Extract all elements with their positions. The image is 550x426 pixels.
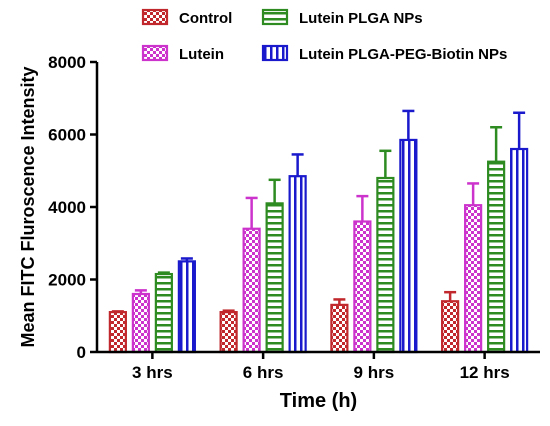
error-bar-lutein-plga-nps-12-hrs: [490, 126, 503, 162]
bar-lutein-12-hrs: [464, 204, 483, 354]
legend-item-lutein-plga-nps: Lutein PLGA NPs: [261, 8, 423, 27]
error-bar-lutein-plga-nps-3-hrs: [157, 271, 170, 275]
legend-swatch: [261, 8, 289, 26]
bar-lutein-3-hrs: [131, 292, 150, 354]
bar-lutein-plga-peg-biotin-nps-9-hrs: [399, 138, 418, 354]
error-bar-lutein-9-hrs: [356, 194, 369, 222]
legend-item-control: Control: [141, 8, 232, 27]
bar-lutein-plga-peg-biotin-nps-12-hrs: [510, 147, 529, 354]
x-tick-label: 12 hrs: [460, 363, 510, 382]
plot-area: [108, 109, 529, 354]
bar-control-3-hrs: [108, 311, 127, 354]
bar-lutein-plga-nps-12-hrs: [487, 160, 506, 354]
bar-lutein-plga-nps-6-hrs: [265, 202, 284, 354]
error-bar-lutein-plga-peg-biotin-nps-12-hrs: [513, 111, 526, 149]
y-tick-label: 0: [77, 343, 86, 362]
error-bar-control-3-hrs: [111, 310, 124, 313]
error-bar-control-9-hrs: [333, 298, 346, 305]
bar-lutein-plga-nps-3-hrs: [154, 272, 173, 354]
x-tick-label: 3 hrs: [132, 363, 173, 382]
legend-item-lutein-plga-peg-biotin-nps: Lutein PLGA-PEG-Biotin NPs: [261, 44, 507, 63]
legend-label: Control: [179, 10, 232, 27]
bar-lutein-plga-peg-biotin-nps-3-hrs: [177, 260, 196, 354]
x-tick-label: 9 hrs: [354, 363, 395, 382]
bar-lutein-plga-peg-biotin-nps-6-hrs: [288, 175, 307, 354]
bar-control-6-hrs: [219, 311, 238, 354]
y-axis: 0 2000 4000 6000 8000: [48, 53, 99, 362]
x-axis: 3 hrs 6 hrs 9 hrs 12 hrs: [97, 350, 540, 382]
legend-swatch: [141, 44, 169, 62]
error-bar-control-12-hrs: [444, 290, 457, 302]
legend-swatch: [261, 44, 289, 62]
legend-label: Lutein PLGA NPs: [299, 10, 423, 27]
error-bar-lutein-plga-peg-biotin-nps-6-hrs: [291, 153, 304, 177]
y-tick-label: 6000: [48, 126, 86, 145]
error-bar-lutein-3-hrs: [134, 289, 147, 294]
legend-item-lutein: Lutein: [141, 44, 224, 63]
x-axis-title: Time (h): [280, 390, 357, 412]
error-bar-lutein-12-hrs: [467, 182, 480, 206]
bar-lutein-plga-nps-9-hrs: [376, 176, 395, 354]
bar-control-12-hrs: [441, 300, 460, 354]
error-bar-lutein-plga-peg-biotin-nps-3-hrs: [180, 257, 193, 262]
legend: Control Lutein Lutein PLGA NPs Lutein PLGA-…: [141, 8, 507, 63]
y-tick-label: 4000: [48, 198, 86, 217]
bar-control-9-hrs: [330, 303, 349, 354]
y-axis-title: Mean FITC Fluroscence Intensity: [18, 66, 38, 347]
error-bar-lutein-plga-nps-6-hrs: [268, 178, 281, 204]
y-tick-label: 8000: [48, 53, 86, 72]
error-bar-lutein-plga-nps-9-hrs: [379, 149, 392, 178]
legend-label: Lutein: [179, 46, 224, 63]
error-bar-lutein-6-hrs: [245, 196, 258, 229]
error-bar-lutein-plga-peg-biotin-nps-9-hrs: [402, 109, 415, 140]
bar-lutein-6-hrs: [242, 227, 261, 354]
legend-swatch: [141, 8, 169, 26]
error-bar-control-6-hrs: [222, 309, 235, 313]
bar-lutein-9-hrs: [353, 220, 372, 354]
x-tick-label: 6 hrs: [243, 363, 284, 382]
y-tick-label: 2000: [48, 271, 86, 290]
legend-label: Lutein PLGA-PEG-Biotin NPs: [299, 46, 507, 63]
